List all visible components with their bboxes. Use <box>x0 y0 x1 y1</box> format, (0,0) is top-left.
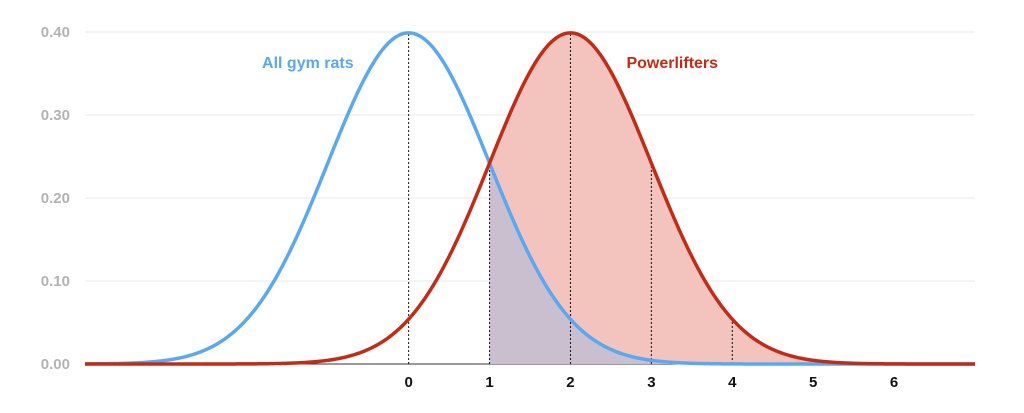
y-tick-label: 0.20 <box>41 190 70 207</box>
curves <box>84 31 976 366</box>
x-axis-ticks: 0 1 2 3 4 5 6 <box>404 374 898 391</box>
curve-all-gym-rats <box>84 31 976 366</box>
x-tick-label: 3 <box>647 374 655 391</box>
overlap-shaded-area <box>489 163 975 364</box>
y-tick-label: 0.10 <box>41 273 70 290</box>
series-labels: All gym rats Powerlifters <box>262 55 718 72</box>
y-tick-label: 0.00 <box>41 356 70 373</box>
shaded-areas <box>489 32 975 364</box>
powerlifters-shaded-area <box>489 32 975 364</box>
y-tick-label: 0.40 <box>41 24 70 41</box>
x-tick-label: 6 <box>890 374 898 391</box>
x-tick-label: 1 <box>485 374 493 391</box>
curve-powerlifters <box>84 31 976 366</box>
x-tick-label: 0 <box>404 374 412 391</box>
series-label-all-gym-rats: All gym rats <box>262 55 354 72</box>
vertical-markers <box>408 32 733 364</box>
x-tick-label: 2 <box>566 374 574 391</box>
x-tick-label: 5 <box>809 374 817 391</box>
series-label-powerlifters: Powerlifters <box>626 55 718 72</box>
y-axis-ticks: 0.00 0.10 0.20 0.30 0.40 <box>41 24 70 373</box>
x-tick-label: 4 <box>728 374 737 391</box>
y-tick-label: 0.30 <box>41 107 70 124</box>
